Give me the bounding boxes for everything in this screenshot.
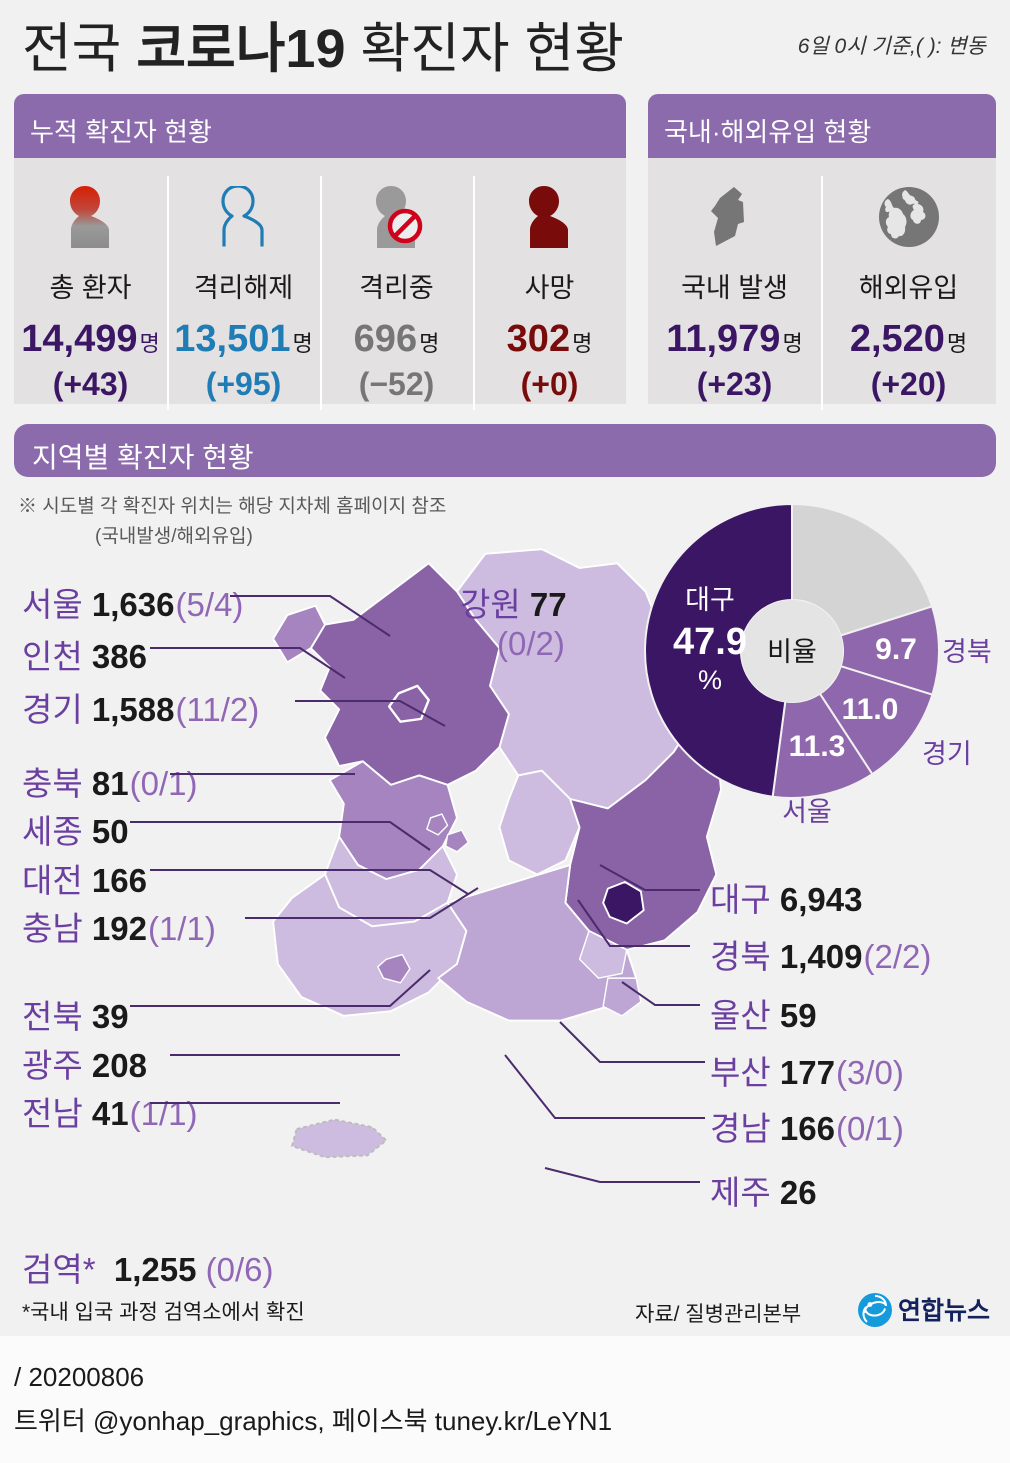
svg-text:경북: 경북 bbox=[942, 637, 992, 667]
svg-text:%: % bbox=[698, 665, 722, 695]
svg-text:비율: 비율 bbox=[767, 637, 817, 667]
svg-text:11.3: 11.3 bbox=[789, 730, 846, 763]
svg-text:47.9: 47.9 bbox=[673, 621, 747, 663]
svg-text:11.0: 11.0 bbox=[842, 693, 899, 726]
svg-text:서울: 서울 bbox=[782, 797, 832, 827]
svg-text:9.7: 9.7 bbox=[875, 633, 917, 666]
svg-text:경기: 경기 bbox=[922, 739, 972, 769]
svg-text:대구: 대구 bbox=[685, 585, 735, 615]
svg-text:연합뉴스: 연합뉴스 bbox=[898, 1297, 990, 1325]
